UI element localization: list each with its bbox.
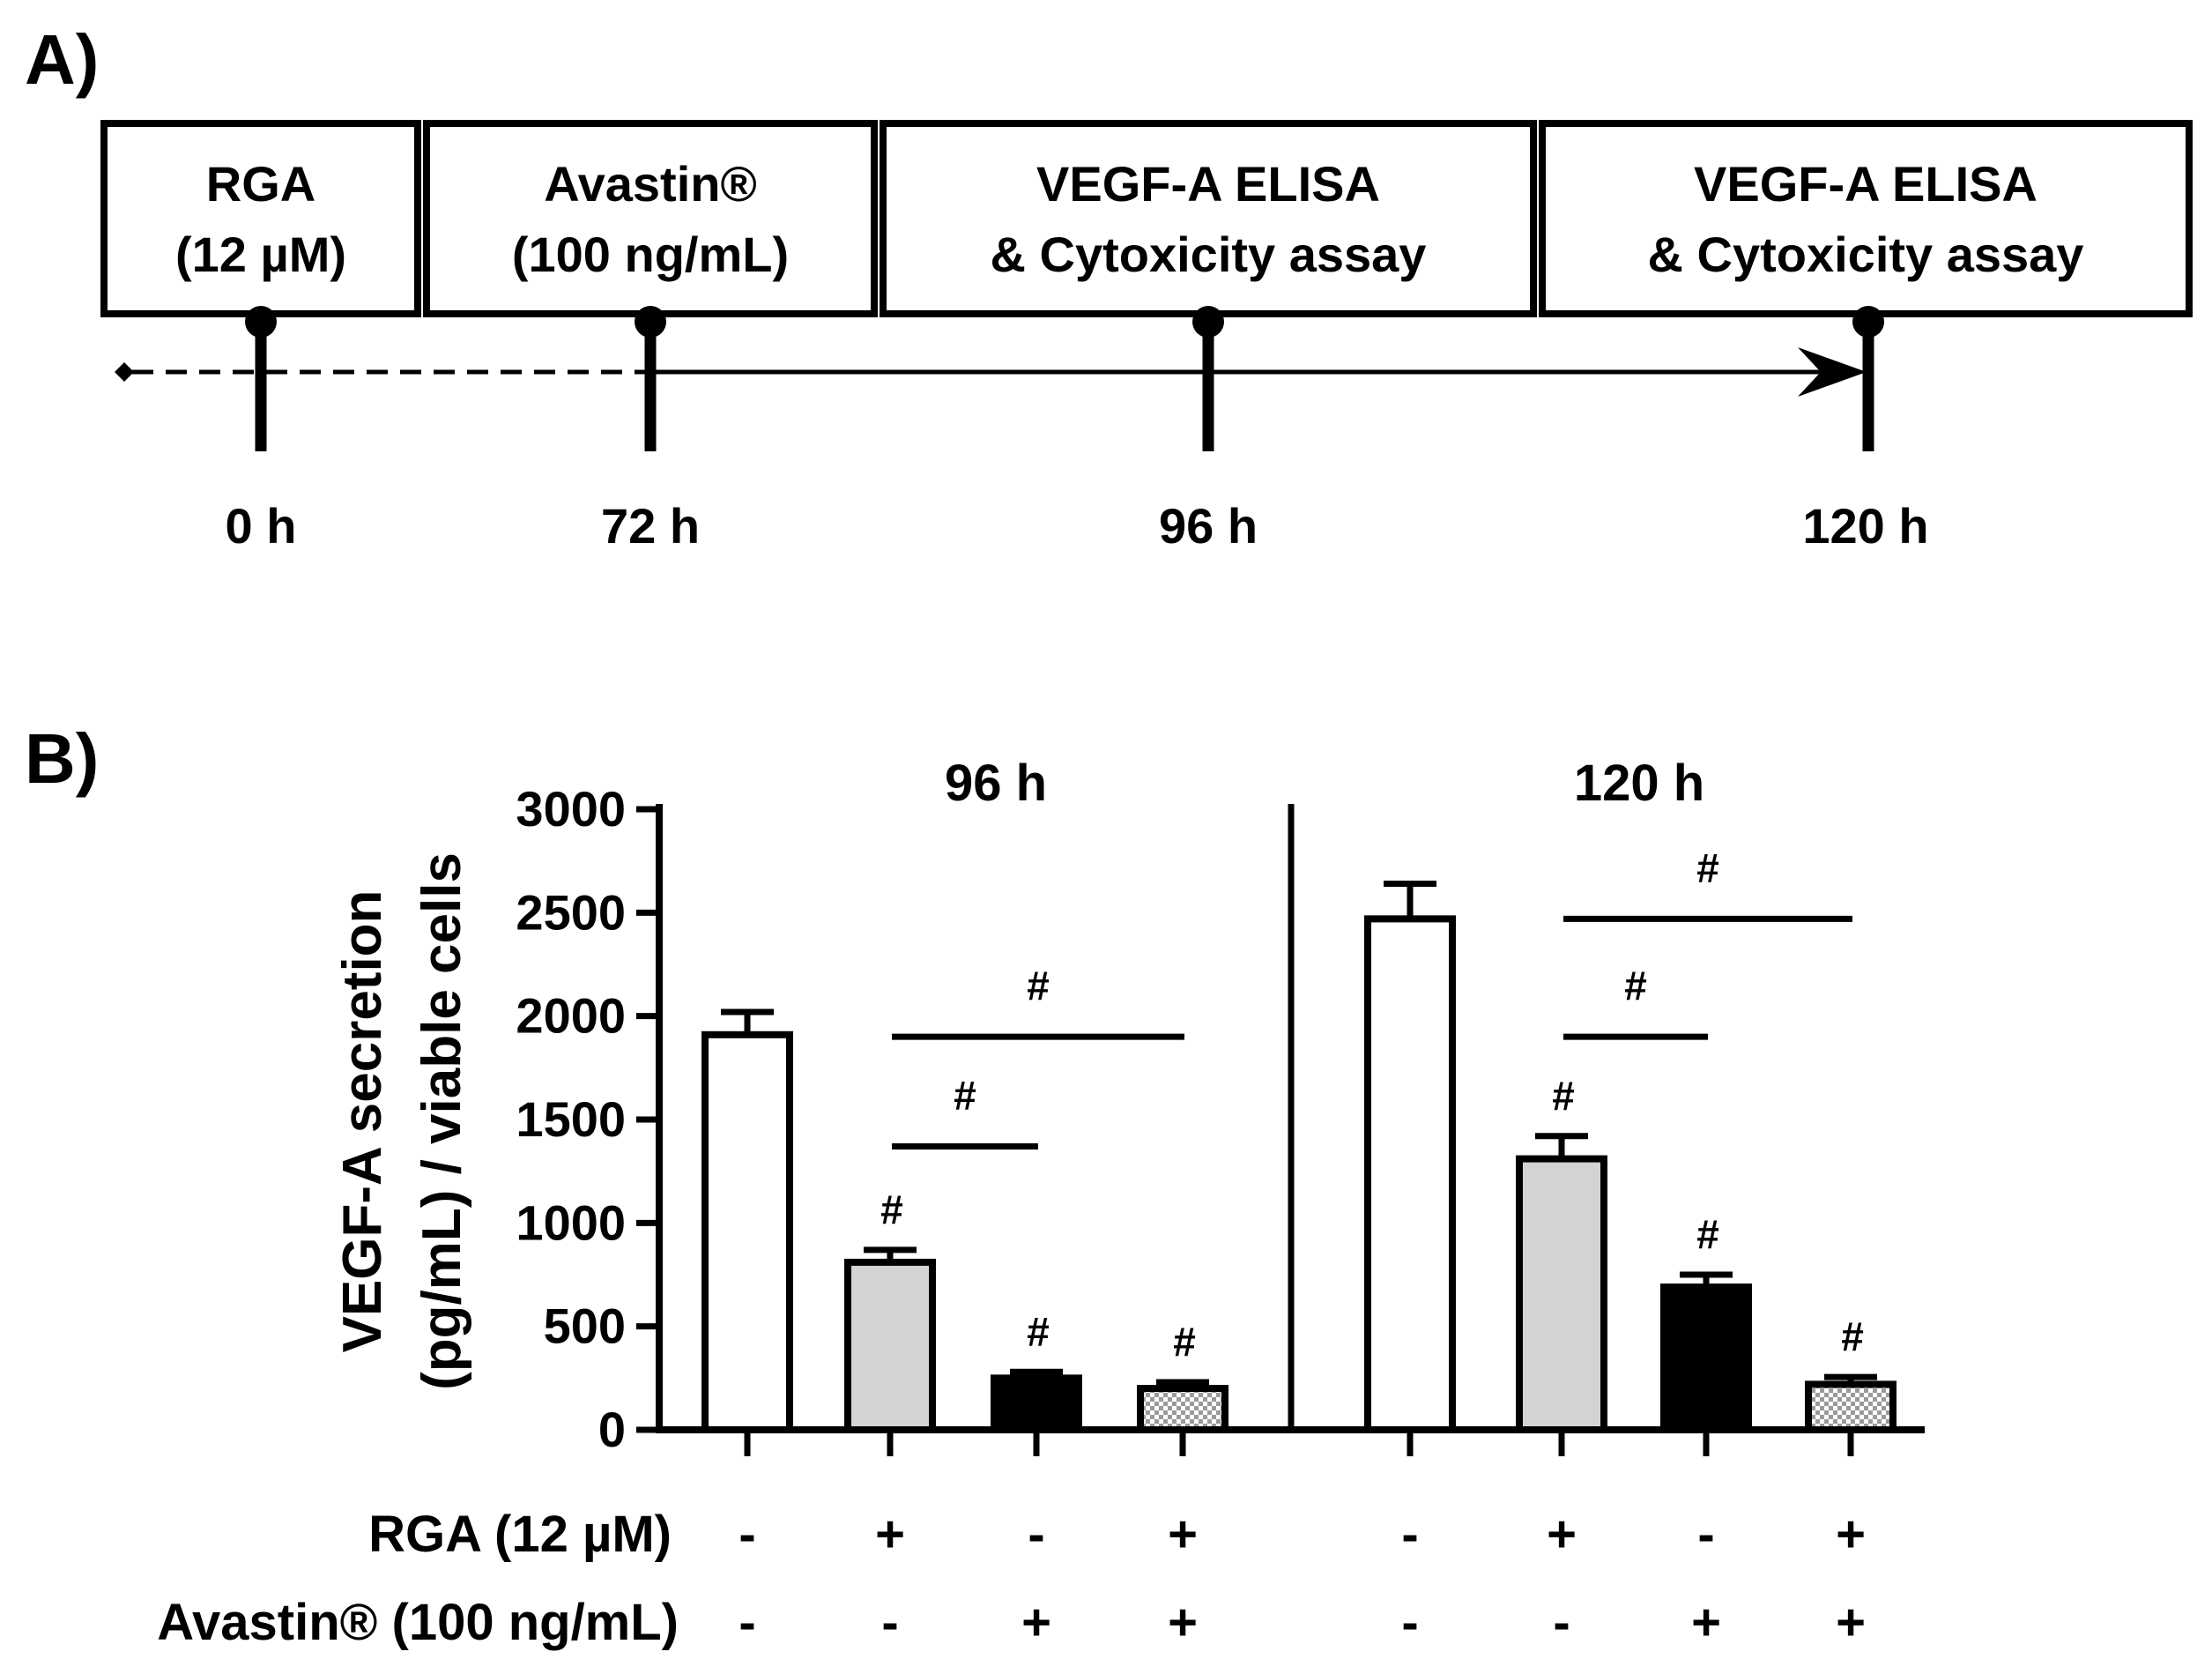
y-tick-label: 1000 [516, 1194, 626, 1250]
timeline-arrowhead [1798, 347, 1867, 397]
bracket-hash: # [954, 1073, 976, 1119]
timepoint-96h: 96 h [1159, 498, 1258, 554]
pin-120h [1852, 306, 1884, 451]
y-tick-label: 2500 [516, 884, 626, 940]
significance-hash: # [1841, 1313, 1864, 1359]
bracket-hash: # [1696, 844, 1719, 890]
bars-layer: # # # # # # # # # # [701, 844, 1897, 1434]
box-avastin [423, 120, 878, 317]
avastin-sign: - [881, 1594, 898, 1651]
bar-120h-combo [1805, 1380, 1897, 1433]
pin-0h [245, 306, 277, 451]
y-tick-label: 2000 [516, 988, 626, 1044]
y-tick-label: 0 [598, 1402, 626, 1457]
group-title-120h: 120 h [1574, 755, 1704, 812]
y-axis-title-line1: VEGF-A secretion [332, 890, 393, 1353]
y-axis-title-line2: (pg/mL) / viable cells [412, 852, 472, 1390]
bar-96h-rga [844, 1258, 936, 1434]
box-elisa-96-line2: & Cytoxicity assay [991, 227, 1427, 282]
avastin-sign: - [1553, 1594, 1570, 1651]
avastin-sign: + [1836, 1594, 1866, 1651]
avastin-sign: - [739, 1594, 755, 1651]
y-tick-label: 3000 [516, 781, 626, 837]
box-elisa-96 [880, 120, 1537, 317]
rga-sign: + [1547, 1506, 1577, 1563]
bar-96h-combo [1137, 1385, 1228, 1433]
avastin-sign: + [1021, 1594, 1051, 1651]
row-label-avastin: Avastin® (100 ng/mL) [157, 1594, 679, 1651]
rga-sign: + [1836, 1506, 1866, 1563]
panel-a: A) RGA (12 µM) Avastin® (100 ng/mL) VEGF… [25, 20, 2193, 554]
pin-96h [1192, 306, 1224, 451]
y-tick-label: 1500 [516, 1091, 626, 1147]
y-axis-ticks: 0 500 1000 1500 2000 2500 3000 [516, 781, 659, 1457]
rga-sign: - [739, 1506, 755, 1563]
bar-120h-avastin [1660, 1283, 1752, 1433]
treatment-table: - + - + - + - + - - + + - - + + [739, 1506, 1866, 1651]
bar-96h-control [701, 1030, 793, 1433]
avastin-sign: + [1691, 1594, 1721, 1651]
avastin-sign: + [1168, 1594, 1198, 1651]
rga-sign: - [1401, 1506, 1418, 1563]
panel-a-label: A) [25, 20, 99, 99]
row-label-rga: RGA (12 µM) [368, 1506, 672, 1563]
box-rga-line2: (12 µM) [175, 227, 346, 282]
significance-hash: # [1027, 1308, 1050, 1354]
significance-hash: # [1696, 1211, 1719, 1257]
panel-b: B) VEGF-A secretion (pg/mL) / viable cel… [25, 719, 1925, 1651]
bracket-hash: # [1027, 963, 1050, 1008]
rga-sign: - [1028, 1506, 1044, 1563]
significance-hash: # [880, 1187, 903, 1232]
panel-b-label: B) [25, 719, 99, 798]
bar-96h-avastin [991, 1374, 1082, 1434]
box-avastin-line1: Avastin® [544, 156, 756, 212]
group-title-96h: 96 h [945, 755, 1047, 812]
box-rga [100, 120, 421, 317]
box-rga-line1: RGA [206, 156, 315, 212]
timeline-start-diamond [115, 362, 134, 382]
timepoint-72h: 72 h [601, 498, 700, 554]
bracket-hash: # [1624, 963, 1647, 1008]
box-elisa-120 [1539, 120, 2193, 317]
box-avastin-line2: (100 ng/mL) [512, 227, 789, 282]
significance-hash: # [1173, 1319, 1196, 1365]
rga-sign: + [1168, 1506, 1198, 1563]
timepoint-0h: 0 h [226, 498, 297, 554]
box-elisa-120-line1: VEGF-A ELISA [1694, 156, 2038, 212]
box-elisa-120-line2: & Cytoxicity assay [1648, 227, 2084, 282]
bar-120h-control [1364, 915, 1456, 1433]
avastin-sign: - [1401, 1594, 1418, 1651]
box-elisa-96-line1: VEGF-A ELISA [1036, 156, 1380, 212]
y-tick-label: 500 [544, 1298, 626, 1354]
significance-hash: # [1552, 1073, 1575, 1119]
bar-120h-rga [1516, 1155, 1607, 1433]
x-axis-ticks [744, 1430, 1854, 1456]
pin-72h [635, 306, 666, 451]
rga-sign: + [875, 1506, 905, 1563]
timepoint-120h: 120 h [1802, 498, 1928, 554]
rga-sign: - [1697, 1506, 1714, 1563]
